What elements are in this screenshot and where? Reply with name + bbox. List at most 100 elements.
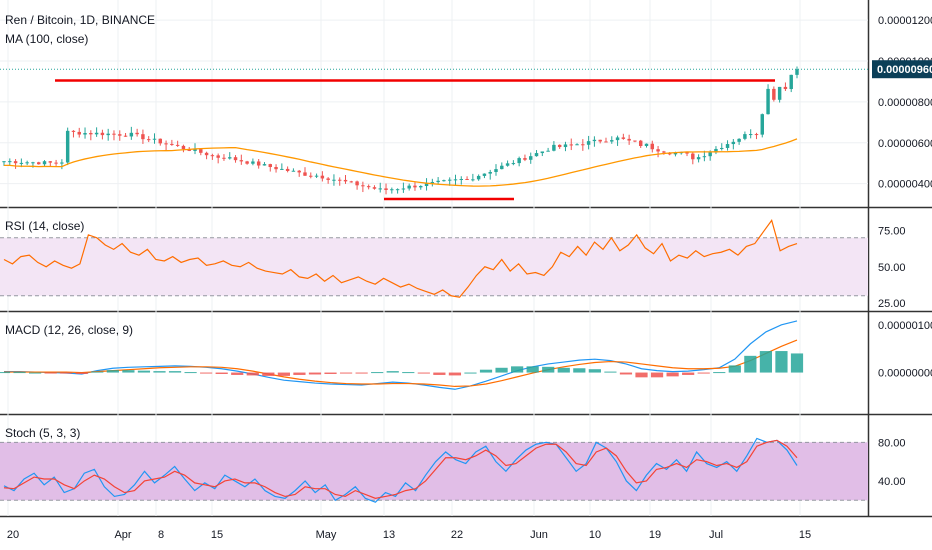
candle-body — [662, 151, 666, 153]
candle-body — [71, 130, 76, 132]
macd-histogram-bar — [386, 371, 399, 373]
candle-body — [251, 161, 255, 164]
candle-body — [586, 141, 591, 145]
candle-body — [146, 139, 151, 141]
macd-histogram-bar — [122, 370, 135, 373]
macd-histogram-bar — [479, 369, 493, 373]
candle-body — [424, 183, 429, 187]
candle-body — [355, 181, 359, 186]
macd-histogram-bar — [293, 372, 306, 375]
candle-body — [210, 155, 215, 157]
candle-body — [621, 137, 626, 139]
candle-body — [89, 133, 93, 135]
candle-body — [135, 132, 139, 135]
candle-body — [395, 189, 400, 191]
macd-histogram-bar — [168, 371, 182, 373]
candle-body — [465, 178, 469, 180]
candle-body — [575, 144, 579, 146]
candle-body — [563, 144, 568, 148]
candle-body — [453, 179, 458, 181]
macd-histogram-bar — [604, 371, 617, 373]
candle-body — [627, 138, 631, 141]
macd-histogram-bar — [744, 355, 757, 373]
candle-body — [436, 180, 440, 183]
candle-body — [170, 143, 174, 145]
candle-body — [199, 149, 203, 153]
macd-histogram-bar — [433, 372, 446, 375]
candle-body — [540, 151, 545, 154]
x-tick-label: 13 — [383, 529, 395, 541]
candle-body — [309, 175, 313, 177]
candle-body — [222, 157, 226, 159]
macd-histogram-bar — [448, 372, 462, 376]
macd-histogram-bar — [153, 371, 166, 373]
candle-body — [320, 175, 325, 179]
candle-body — [164, 143, 168, 145]
indicator-title: RSI (14, close) — [5, 219, 84, 233]
candle-body — [505, 163, 510, 166]
candle-body — [476, 175, 481, 180]
candle-body — [442, 180, 446, 182]
candle-body — [714, 148, 718, 153]
macd-histogram-bar — [682, 372, 695, 375]
candle-body — [459, 178, 464, 180]
indicator-line-0 — [4, 320, 798, 390]
candle-body — [77, 131, 81, 135]
symbol-title: Ren / Bitcoin, 1D, BINANCE — [5, 13, 155, 27]
candle-body — [748, 134, 753, 136]
candle-body — [552, 144, 556, 151]
indicator-line-0 — [3, 218, 798, 298]
candle-body — [158, 138, 163, 144]
candle-body — [175, 144, 180, 146]
candle-body — [245, 161, 249, 164]
macd-histogram-bar — [371, 372, 384, 374]
candle-body — [610, 140, 614, 142]
macd-histogram-bar — [277, 372, 290, 376]
candle-body — [8, 161, 12, 163]
macd-histogram-bar — [713, 372, 726, 374]
candle-body — [100, 132, 105, 136]
candle-body — [633, 140, 637, 142]
candle-body — [378, 188, 382, 190]
candle-body — [390, 189, 394, 191]
indicator-tick-label: 40.00 — [878, 476, 906, 488]
candle-body — [731, 141, 736, 145]
x-tick-label: 10 — [589, 529, 601, 541]
indicator-tick-label: 80.00 — [878, 437, 906, 449]
candle-body — [118, 134, 122, 136]
x-tick-label: 15 — [799, 529, 811, 541]
candle-body — [783, 86, 788, 90]
macd-histogram-bar — [44, 372, 57, 374]
candle-body — [488, 172, 492, 174]
macd-histogram-bar — [262, 372, 275, 376]
macd-histogram-bar — [464, 372, 477, 374]
candle-body — [592, 139, 597, 142]
x-tick-label: May — [316, 529, 337, 541]
macd-histogram-bar — [511, 366, 524, 373]
macd-histogram-bar — [728, 365, 741, 373]
candle-body — [685, 152, 689, 154]
macd-histogram-bar — [759, 351, 773, 373]
macd-histogram-bar — [200, 372, 213, 374]
candle-body — [534, 153, 539, 157]
candle-body — [708, 152, 712, 157]
indicator-line-0 — [3, 437, 798, 503]
macd-histogram-bar — [308, 372, 322, 375]
candle-body — [280, 168, 284, 170]
candle-body — [372, 187, 377, 189]
candle-body — [94, 132, 99, 135]
macd-histogram-bar — [0, 372, 11, 374]
candle-body — [123, 135, 128, 137]
macd-histogram-bar — [402, 372, 415, 374]
macd-histogram-bar — [355, 372, 368, 374]
ma-line — [3, 138, 798, 187]
macd-histogram-bar — [417, 372, 430, 374]
x-tick-label: 8 — [158, 529, 164, 541]
candle-body — [19, 162, 24, 164]
candle-body — [141, 134, 145, 140]
macd-histogram-bar — [495, 367, 508, 373]
x-tick-label: 22 — [451, 529, 463, 541]
candle-body — [349, 181, 354, 183]
candle-body — [401, 188, 406, 190]
indicator-line-1 — [3, 439, 798, 499]
